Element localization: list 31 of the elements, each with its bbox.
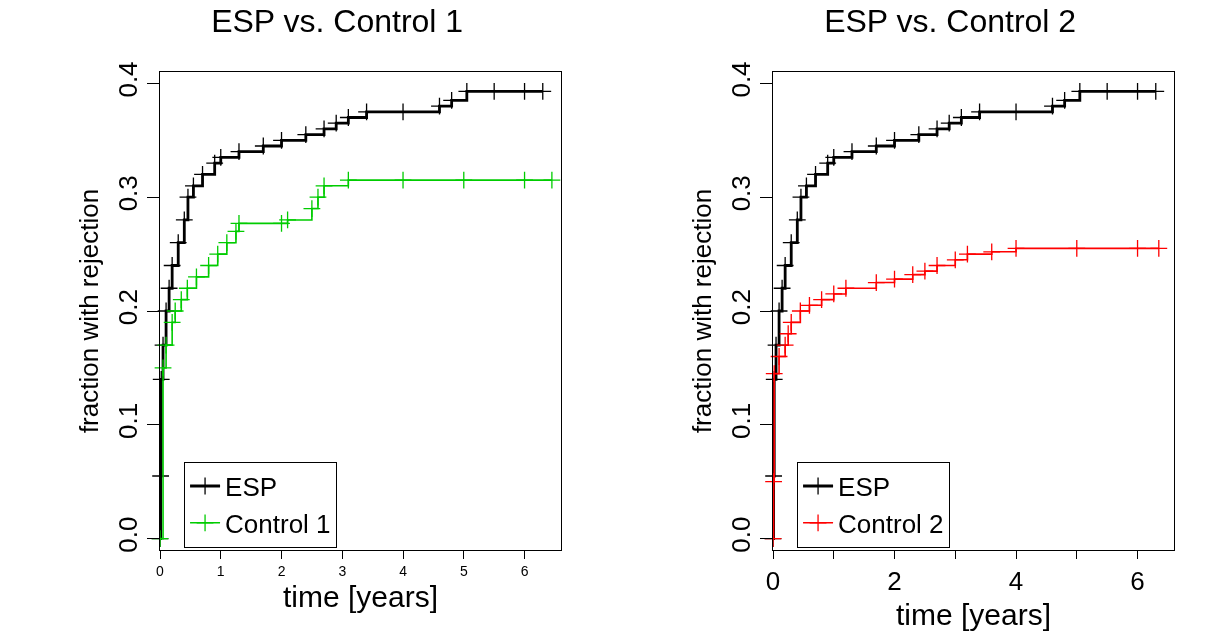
x-tick-label: 6	[520, 562, 529, 579]
y-tick-label: 0.1	[112, 402, 143, 439]
y-tick-label: 0.0	[725, 516, 756, 553]
y-tick-label: 0.1	[725, 402, 756, 439]
y-tick-label: 0.3	[725, 175, 756, 212]
x-tick-label: 3	[338, 562, 347, 579]
x-axis-title: time [years]	[282, 580, 439, 614]
x-axis-title: time [years]	[895, 597, 1052, 631]
y-tick-label: 0.2	[112, 289, 143, 326]
legend-label: Control 1	[225, 508, 331, 539]
x-tick-label: 4	[1008, 566, 1024, 597]
x-tick-label: 5	[459, 562, 468, 579]
legend-label: Control 2	[838, 508, 944, 539]
legend-label: ESP	[225, 472, 278, 503]
x-tick-label: 6	[1130, 566, 1145, 597]
chart-title: ESP vs. Control 2	[824, 3, 1077, 40]
x-tick-label: 0	[156, 562, 165, 579]
y-tick-label: 0.2	[725, 289, 756, 326]
y-axis-title: fraction with rejection	[74, 188, 104, 434]
y-tick-label: 0.3	[112, 175, 143, 212]
legend-label: ESP	[838, 472, 891, 503]
x-tick-label: 0	[765, 566, 781, 597]
chart-title: ESP vs. Control 1	[211, 3, 464, 40]
y-tick-label: 0.4	[725, 61, 756, 98]
x-tick-label: 2	[887, 566, 902, 597]
y-axis-title: fraction with rejection	[687, 188, 717, 434]
y-tick-label: 0.0	[112, 516, 143, 553]
x-tick-label: 4	[399, 562, 408, 579]
x-tick-label: 2	[277, 562, 286, 579]
y-tick-label: 0.4	[112, 61, 143, 98]
x-tick-label: 1	[216, 562, 225, 579]
